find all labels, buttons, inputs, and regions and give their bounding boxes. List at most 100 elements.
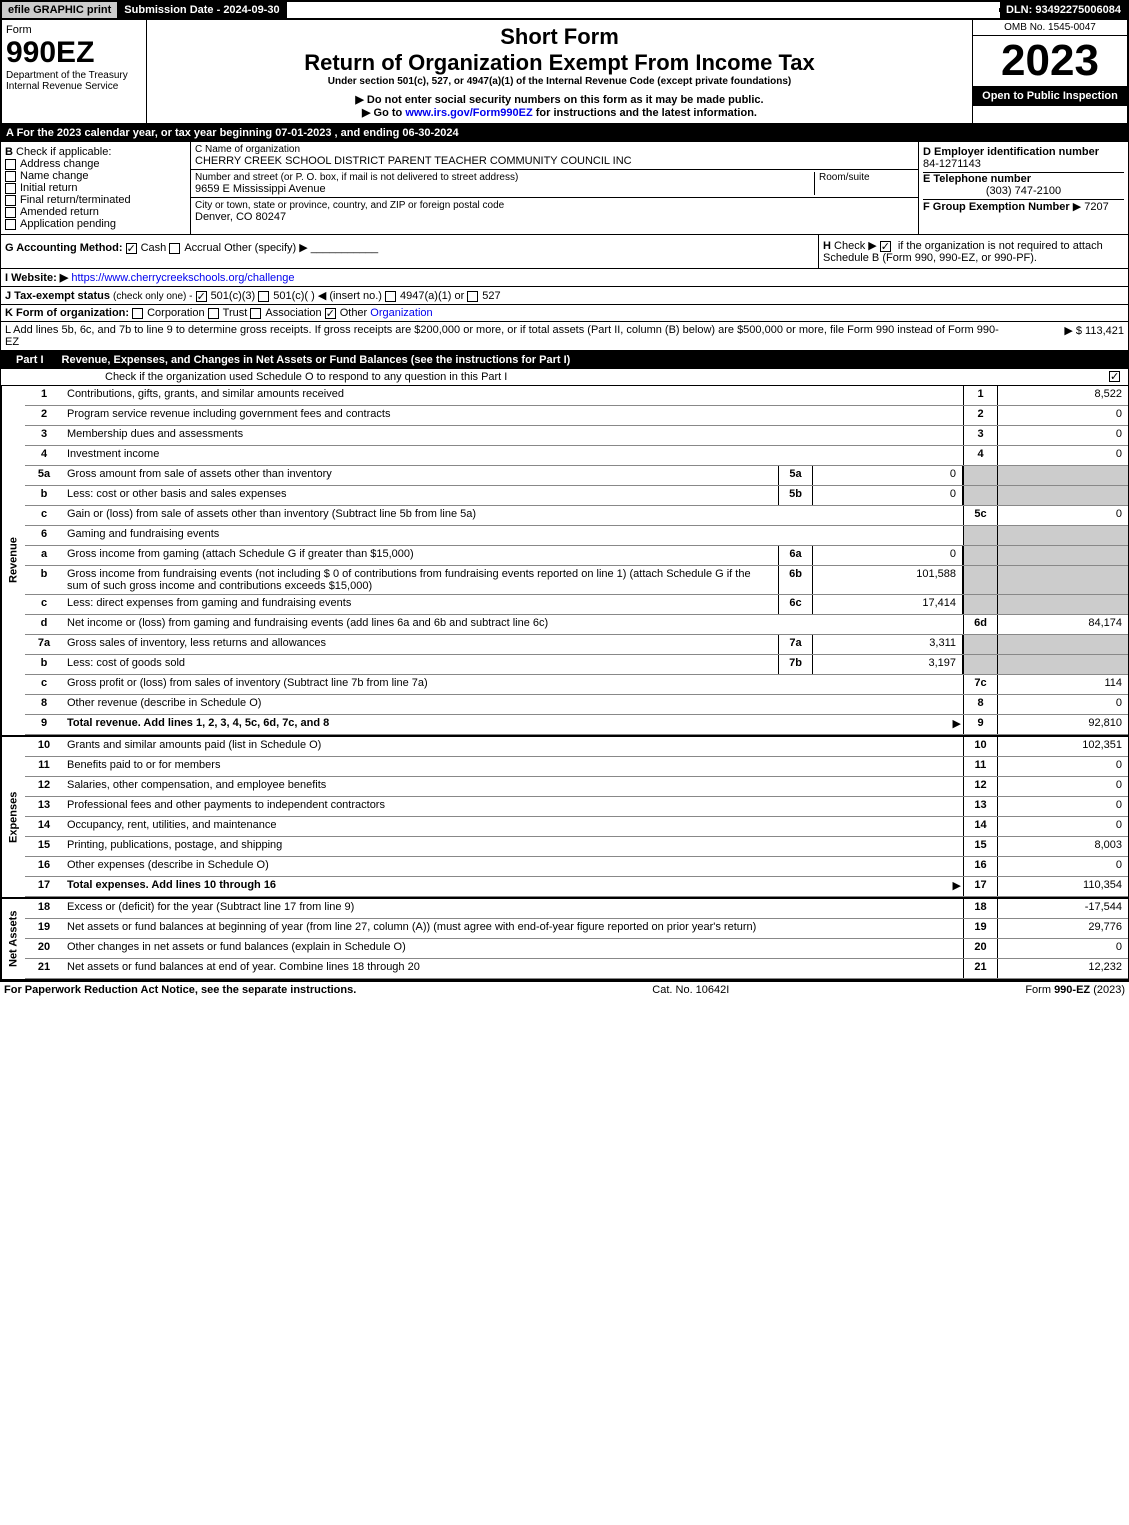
line-8: 8Other revenue (describe in Schedule O)8… bbox=[25, 695, 1128, 715]
k-trust[interactable]: Trust bbox=[223, 307, 248, 319]
b-opt-initial[interactable]: Initial return bbox=[20, 182, 77, 194]
e-phone-label: E Telephone number bbox=[923, 173, 1031, 185]
k-corp[interactable]: Corporation bbox=[147, 307, 204, 319]
line-4: 4Investment income40 bbox=[25, 446, 1128, 466]
j-501c[interactable]: 501(c)( ) ◀ (insert no.) bbox=[273, 290, 382, 302]
line-7c: cGross profit or (loss) from sales of in… bbox=[25, 675, 1128, 695]
subline-label-5b: 5b bbox=[778, 486, 813, 505]
row-gh: G Accounting Method: Cash Accrual Other … bbox=[0, 235, 1129, 269]
line-desc-18: Excess or (deficit) for the year (Subtra… bbox=[63, 899, 963, 918]
subline-label-7a: 7a bbox=[778, 635, 813, 654]
line-6d: dNet income or (loss) from gaming and fu… bbox=[25, 615, 1128, 635]
h-label: H bbox=[823, 240, 831, 252]
b-opt-pending[interactable]: Application pending bbox=[20, 218, 116, 230]
line-13: 13Professional fees and other payments t… bbox=[25, 797, 1128, 817]
form-word: Form bbox=[6, 24, 142, 36]
efile-label[interactable]: efile GRAPHIC print bbox=[2, 2, 118, 18]
line-desc-17: Total expenses. Add lines 10 through 16 bbox=[63, 877, 943, 896]
g-cash[interactable]: Cash bbox=[141, 242, 167, 254]
main-title: Return of Organization Exempt From Incom… bbox=[151, 50, 968, 76]
line-value-12: 0 bbox=[998, 777, 1128, 796]
line-num-3: 3 bbox=[25, 426, 63, 445]
line-rightnum-15: 15 bbox=[963, 837, 998, 856]
line-5c: cGain or (loss) from sale of assets othe… bbox=[25, 506, 1128, 526]
line-desc-13: Professional fees and other payments to … bbox=[63, 797, 963, 816]
open-public: Open to Public Inspection bbox=[973, 86, 1127, 106]
line-desc-5a: Gross amount from sale of assets other t… bbox=[63, 466, 778, 485]
k-other-link[interactable]: Organization bbox=[370, 307, 432, 319]
line-num-6c: c bbox=[25, 595, 63, 614]
g-other: Other (specify) ▶ bbox=[224, 242, 308, 254]
line-value-16: 0 bbox=[998, 857, 1128, 876]
line-desc-6c: Less: direct expenses from gaming and fu… bbox=[63, 595, 778, 614]
line-num-11: 11 bbox=[25, 757, 63, 776]
irs-link[interactable]: www.irs.gov/Form990EZ bbox=[405, 107, 532, 119]
line-num-18: 18 bbox=[25, 899, 63, 918]
note-goto-pre: ▶ Go to bbox=[362, 107, 405, 119]
line-20: 20Other changes in net assets or fund ba… bbox=[25, 939, 1128, 959]
line-num-13: 13 bbox=[25, 797, 63, 816]
line-desc-5c: Gain or (loss) from sale of assets other… bbox=[63, 506, 963, 525]
line-value-3: 0 bbox=[998, 426, 1128, 445]
j-note: (check only one) - bbox=[113, 291, 192, 302]
subtitle: Under section 501(c), 527, or 4947(a)(1)… bbox=[151, 76, 968, 87]
row-k: K Form of organization: Corporation Trus… bbox=[0, 305, 1129, 322]
b-opt-final[interactable]: Final return/terminated bbox=[20, 194, 131, 206]
line-desc-4: Investment income bbox=[63, 446, 963, 465]
line-6a: aGross income from gaming (attach Schedu… bbox=[25, 546, 1128, 566]
line-num-2: 2 bbox=[25, 406, 63, 425]
b-opt-address[interactable]: Address change bbox=[20, 158, 100, 170]
j-501c3[interactable]: 501(c)(3) bbox=[211, 290, 256, 302]
g-label: G Accounting Method: bbox=[5, 242, 123, 254]
h-check-text: Check ▶ bbox=[834, 240, 877, 252]
line-value-15: 8,003 bbox=[998, 837, 1128, 856]
line-rightnum-16: 16 bbox=[963, 857, 998, 876]
revenue-section: Revenue 1Contributions, gifts, grants, a… bbox=[0, 386, 1129, 735]
line-value-2: 0 bbox=[998, 406, 1128, 425]
line-num-16: 16 bbox=[25, 857, 63, 876]
line-desc-7b: Less: cost of goods sold bbox=[63, 655, 778, 674]
netassets-section: Net Assets 18Excess or (deficit) for the… bbox=[0, 897, 1129, 981]
line-num-6: 6 bbox=[25, 526, 63, 545]
form-number: 990EZ bbox=[6, 36, 142, 70]
line-value-11: 0 bbox=[998, 757, 1128, 776]
line-value-17: 110,354 bbox=[998, 877, 1128, 896]
note-goto: ▶ Go to www.irs.gov/Form990EZ for instru… bbox=[151, 106, 968, 119]
line-value-18: -17,544 bbox=[998, 899, 1128, 918]
b-opt-name[interactable]: Name change bbox=[20, 170, 89, 182]
k-other[interactable]: Other bbox=[340, 307, 368, 319]
line-rightnum-6d: 6d bbox=[963, 615, 998, 634]
b-opt-amended[interactable]: Amended return bbox=[20, 206, 99, 218]
subline-value-6c: 17,414 bbox=[813, 595, 963, 614]
revenue-vert-label: Revenue bbox=[1, 386, 25, 735]
line-value-6d: 84,174 bbox=[998, 615, 1128, 634]
line-9: 9Total revenue. Add lines 1, 2, 3, 4, 5c… bbox=[25, 715, 1128, 735]
line-desc-7a: Gross sales of inventory, less returns a… bbox=[63, 635, 778, 654]
line-desc-14: Occupancy, rent, utilities, and maintena… bbox=[63, 817, 963, 836]
city-state-zip: Denver, CO 80247 bbox=[195, 211, 914, 223]
line-num-5b: b bbox=[25, 486, 63, 505]
j-4947[interactable]: 4947(a)(1) or bbox=[400, 290, 464, 302]
part1-title: Revenue, Expenses, and Changes in Net As… bbox=[62, 354, 571, 366]
line-num-6a: a bbox=[25, 546, 63, 565]
line-value-1: 8,522 bbox=[998, 386, 1128, 405]
subline-value-5a: 0 bbox=[813, 466, 963, 485]
line-desc-10: Grants and similar amounts paid (list in… bbox=[63, 737, 963, 756]
part1-label: Part I bbox=[8, 354, 52, 366]
website-link[interactable]: https://www.cherrycreekschools.org/chall… bbox=[71, 272, 294, 284]
row-j: J Tax-exempt status (check only one) - 5… bbox=[0, 287, 1129, 305]
row-i: I Website: ▶ https://www.cherrycreekscho… bbox=[0, 269, 1129, 287]
part1-schedule-o-checkbox[interactable] bbox=[1109, 371, 1120, 382]
line-desc-8: Other revenue (describe in Schedule O) bbox=[63, 695, 963, 714]
line-num-19: 19 bbox=[25, 919, 63, 938]
line-desc-6: Gaming and fundraising events bbox=[63, 526, 963, 545]
line-19: 19Net assets or fund balances at beginni… bbox=[25, 919, 1128, 939]
line-rightnum-7c: 7c bbox=[963, 675, 998, 694]
line-rightnum-17: 17 bbox=[963, 877, 998, 896]
line-num-8: 8 bbox=[25, 695, 63, 714]
line-rightnum-18: 18 bbox=[963, 899, 998, 918]
line-desc-9: Total revenue. Add lines 1, 2, 3, 4, 5c,… bbox=[63, 715, 943, 734]
j-527[interactable]: 527 bbox=[482, 290, 500, 302]
k-assoc[interactable]: Association bbox=[265, 307, 321, 319]
g-accrual[interactable]: Accrual bbox=[184, 242, 221, 254]
